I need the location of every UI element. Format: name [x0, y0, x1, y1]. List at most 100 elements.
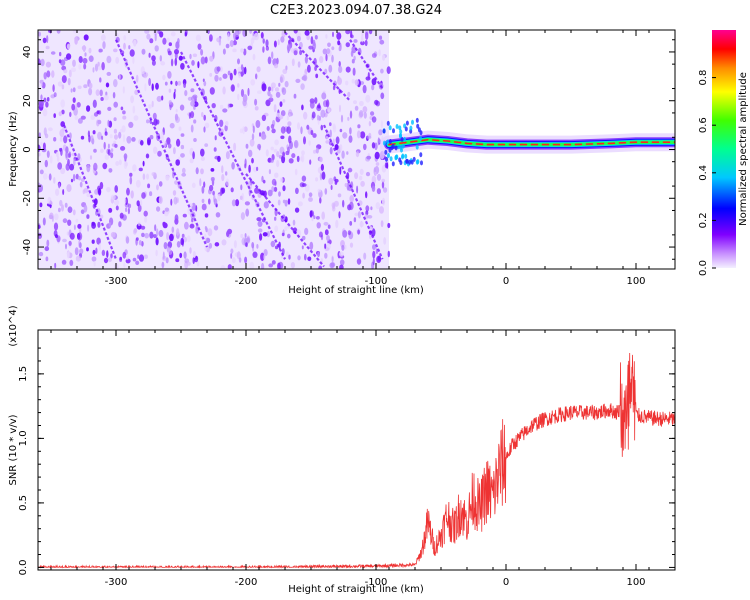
spec-noise-blob — [238, 73, 241, 79]
spec-noise-blob — [192, 53, 198, 58]
spec-noise-blob — [66, 53, 72, 60]
spec-noise-blob — [178, 55, 183, 61]
spec-noise-blob — [53, 113, 56, 118]
spec-noise-blob — [296, 155, 300, 163]
spec-noise-blob — [242, 126, 246, 135]
spec-noise-blob — [328, 64, 333, 73]
spec-noise-blob — [67, 219, 72, 226]
spec-noise-blob — [324, 188, 328, 195]
spec-noise-blob — [48, 214, 53, 220]
spec-noise-blob — [344, 183, 348, 187]
spec-noise-blob — [80, 209, 85, 214]
spec-noise-blob — [43, 97, 47, 103]
spec-noise-blob — [97, 110, 102, 115]
spec-noise-blob — [349, 221, 353, 226]
spec-noise-blob — [371, 53, 377, 58]
spec-noise-blob — [279, 76, 283, 83]
spec-noise-blob — [147, 137, 151, 145]
spec-noise-blob — [86, 193, 91, 198]
spectrogram-y-label: Frequency (Hz) — [8, 111, 19, 187]
spec-noise-blob — [219, 119, 224, 128]
spec-noise-blob — [186, 261, 191, 266]
spec-noise-blob — [167, 143, 172, 149]
spec-noise-blob — [52, 84, 55, 92]
spec-noise-blob — [303, 111, 308, 120]
spec-noise-blob — [339, 264, 344, 269]
spec-noise-blob — [170, 58, 174, 67]
spec-noise-blob — [92, 67, 95, 73]
spec-noise-blob — [141, 48, 146, 55]
spec-noise-blob — [229, 72, 233, 81]
spec-noise-blob — [345, 30, 351, 35]
spec-noise-blob — [123, 42, 126, 50]
spec-noise-blob — [329, 129, 332, 138]
spec-noise-blob — [140, 140, 144, 146]
spec-noise-blob — [174, 180, 179, 185]
spec-noise-blob — [281, 155, 286, 164]
spec-noise-blob — [259, 132, 262, 137]
spec-noise-blob — [137, 254, 140, 259]
spec-noise-blob — [126, 136, 132, 144]
spec-noise-blob — [154, 33, 157, 42]
spec-noise-blob — [192, 151, 195, 160]
spec-noise-blob — [282, 68, 288, 74]
spec-noise-blob — [379, 150, 385, 160]
spec-noise-blob — [204, 143, 209, 148]
spec-noise-blob — [326, 48, 331, 55]
spec-noise-blob — [339, 259, 345, 266]
spec-noise-blob — [166, 37, 170, 43]
spec-noise-blob — [267, 86, 272, 92]
spec-noise-blob — [44, 159, 48, 168]
spec-noise-blob — [149, 191, 153, 197]
spec-noise-blob — [349, 201, 354, 211]
spec-noise-blob — [248, 164, 251, 173]
spec-y-tick-label-4: 40 — [22, 46, 33, 59]
spec-noise-blob — [256, 66, 261, 73]
colorbar: 0.0 0.2 0.4 0.6 0.8 Normalized spectral ampl… — [698, 30, 749, 276]
colorbar-tick-label-4: 0.8 — [698, 70, 709, 86]
spec-noise-blob — [132, 105, 136, 114]
spec-noise-blob — [301, 175, 307, 182]
spec-noise-blob — [371, 228, 376, 237]
spec-noise-blob — [97, 119, 102, 125]
spec-noise-blob — [151, 100, 154, 108]
spec-noise-blob — [140, 66, 145, 75]
spec-noise-blob — [48, 127, 53, 132]
spec-noise-blob — [137, 221, 141, 226]
spec-noise-blob — [72, 30, 78, 34]
spec-noise-blob — [309, 210, 315, 218]
spec-noise-blob — [222, 48, 226, 55]
spec-onset-blob — [419, 152, 423, 158]
spec-noise-blob — [91, 256, 97, 262]
spec-noise-blob — [95, 247, 98, 254]
spec-noise-blob — [144, 30, 150, 34]
spec-noise-blob — [175, 116, 180, 123]
spec-noise-blob — [191, 182, 196, 188]
spec-noise-blob — [129, 49, 135, 57]
spec-noise-blob — [280, 36, 285, 43]
spec-noise-blob — [271, 128, 276, 134]
spec-noise-blob — [54, 213, 59, 221]
spec-noise-blob — [168, 100, 172, 105]
spec-noise-blob — [59, 129, 65, 138]
spec-noise-blob — [78, 176, 81, 181]
spec-noise-blob — [350, 30, 353, 38]
spec-noise-blob — [40, 58, 45, 67]
spectrogram-x-ticks: -300 -200 -100 0 100 — [50, 30, 676, 287]
spec-noise-blob — [193, 119, 197, 124]
spec-noise-blob — [51, 70, 55, 78]
spec-noise-blob — [95, 89, 100, 96]
spec-noise-blob — [157, 150, 162, 157]
spec-noise-blob — [40, 81, 43, 87]
spec-noise-blob — [213, 198, 218, 206]
spec-noise-blob — [351, 58, 355, 64]
spec-noise-blob — [58, 59, 62, 64]
spec-noise-blob — [86, 247, 89, 252]
spec-noise-blob — [301, 245, 304, 250]
spec-noise-blob — [38, 225, 41, 229]
spec-noise-blob — [209, 184, 214, 192]
spec-noise-blob — [280, 126, 286, 134]
spec-noise-blob — [158, 229, 164, 238]
spec-noise-blob — [107, 257, 112, 263]
spec-noise-blob — [321, 211, 326, 220]
